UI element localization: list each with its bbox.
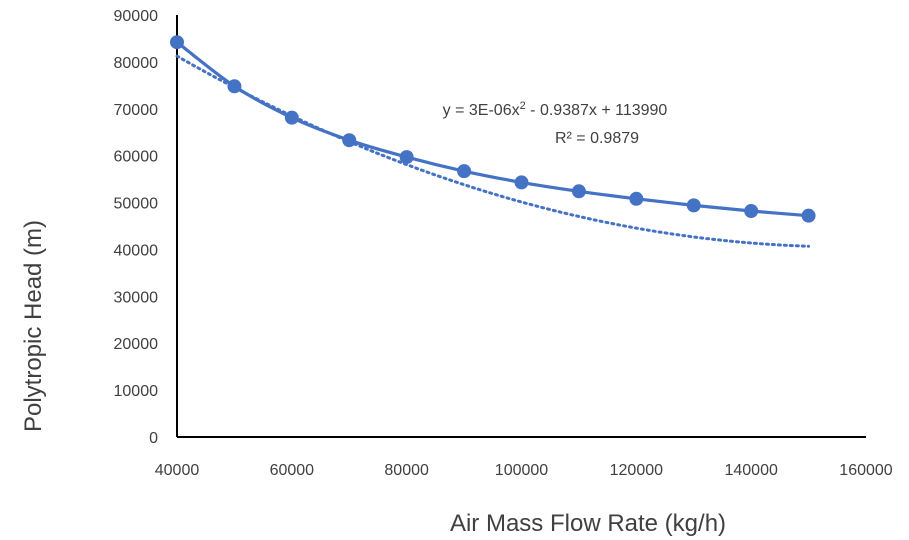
y-tick-label: 0 (149, 430, 158, 447)
y-tick-labels: 0 10000 20000 30000 40000 50000 60000 70000 8000… (114, 8, 159, 447)
x-tick-labels: 40000 60000 80000 100000 120000 140000 160000 (155, 462, 893, 479)
equation-prefix: y = 3E-06x (443, 102, 520, 119)
equation-suffix: - 0.9387x + 113990 (526, 102, 668, 119)
data-point (801, 208, 816, 223)
y-tick-label: 30000 (114, 289, 159, 306)
data-point (227, 79, 242, 94)
x-tick-label: 120000 (610, 462, 663, 479)
r-squared-label: R² = 0.9879 (555, 130, 639, 147)
y-tick-label: 80000 (114, 55, 159, 72)
data-point (170, 35, 184, 50)
y-tick-label: 90000 (114, 8, 159, 25)
equation-exponent: 2 (520, 100, 526, 112)
series-line (176, 40, 809, 218)
data-point (457, 164, 472, 179)
x-axis-title: Air Mass Flow Rate (kg/h) (450, 510, 726, 537)
trendline-equation: y = 3E-06x2 - 0.9387x + 113990 (443, 100, 668, 119)
y-tick-label: 40000 (114, 242, 159, 259)
trendline (175, 54, 811, 248)
y-tick-label: 60000 (114, 149, 159, 166)
data-point (284, 110, 299, 125)
y-tick-label: 70000 (114, 102, 159, 119)
data-point (629, 191, 644, 206)
x-tick-label: 80000 (384, 462, 429, 479)
data-point (571, 184, 586, 199)
x-tick-label: 60000 (270, 462, 315, 479)
y-axis-title: Polytropic Head (m) (20, 220, 47, 432)
x-tick-label: 160000 (839, 462, 892, 479)
y-tick-label: 50000 (114, 196, 159, 213)
x-tick-label: 100000 (495, 462, 548, 479)
x-tick-label: 140000 (724, 462, 777, 479)
series-markers (170, 35, 816, 223)
data-point (514, 175, 529, 190)
y-tick-label: 20000 (114, 336, 159, 353)
y-tick-label: 10000 (114, 383, 159, 400)
data-point (399, 150, 414, 165)
data-point (686, 198, 701, 213)
data-point (744, 203, 759, 218)
x-tick-label: 40000 (155, 462, 200, 479)
data-point (342, 133, 357, 148)
